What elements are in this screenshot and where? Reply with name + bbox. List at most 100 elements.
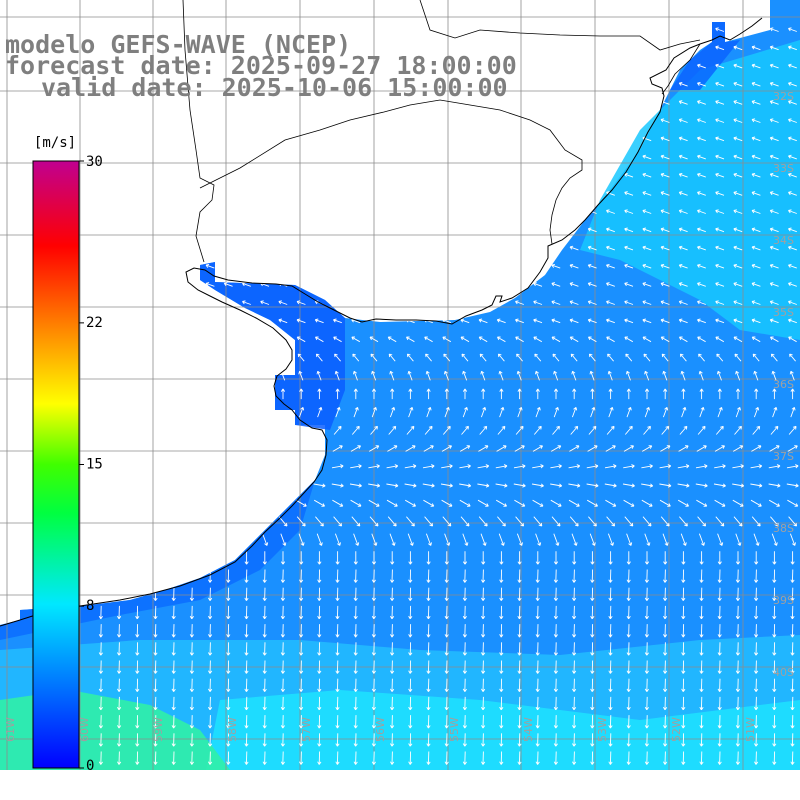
wind-arrow xyxy=(590,406,596,418)
wind-arrow xyxy=(444,551,449,565)
wind-arrow xyxy=(388,353,396,362)
wind-arrow xyxy=(660,516,670,527)
wind-arrow xyxy=(404,499,416,507)
wind-arrow xyxy=(571,370,577,381)
wind-arrow xyxy=(754,733,759,747)
wind-arrow xyxy=(335,605,340,620)
wind-arrow xyxy=(608,751,613,765)
wind-arrow xyxy=(371,751,376,765)
wind-arrow xyxy=(481,388,486,400)
wind-arrow xyxy=(426,715,431,729)
wind-arrow xyxy=(297,353,305,362)
wind-arrow xyxy=(408,551,413,565)
wind-arrow xyxy=(642,516,652,527)
wind-arrow xyxy=(189,605,194,620)
wind-arrow xyxy=(171,696,176,711)
lat-label: 40S xyxy=(773,666,794,679)
wind-arrow xyxy=(735,696,740,711)
wind-arrow xyxy=(553,533,560,546)
wind-arrow xyxy=(189,696,194,711)
wind-arrow xyxy=(335,660,340,674)
wind-arrow xyxy=(788,154,797,160)
wind-arrow xyxy=(515,300,524,305)
wind-arrow xyxy=(695,483,708,488)
wind-arrow xyxy=(244,733,249,747)
wind-arrow xyxy=(553,406,559,418)
wind-arrow xyxy=(424,425,433,435)
wind-arrow xyxy=(699,569,704,583)
wind-arrow xyxy=(750,499,762,507)
wind-arrow xyxy=(681,624,686,638)
wind-arrow xyxy=(353,715,358,729)
wind-arrow xyxy=(299,624,304,638)
wind-arrow xyxy=(208,642,213,656)
wind-arrow xyxy=(572,660,577,674)
wind-arrow xyxy=(98,605,103,620)
wind-arrow xyxy=(478,445,489,452)
wind-arrow xyxy=(624,300,634,305)
wind-arrow xyxy=(208,605,213,620)
wind-arrow xyxy=(495,499,507,507)
wind-arrow xyxy=(386,483,399,488)
wind-arrow xyxy=(423,499,435,507)
wind-arrow xyxy=(153,660,158,674)
wind-arrow xyxy=(788,209,797,214)
wind-arrow xyxy=(513,483,526,488)
wind-arrow xyxy=(477,483,490,488)
wind-arrow xyxy=(698,353,705,362)
wind-arrow xyxy=(459,464,471,469)
wind-arrow xyxy=(641,445,653,452)
wind-arrow xyxy=(189,733,194,747)
wind-arrow xyxy=(443,353,451,362)
wind-arrow xyxy=(389,533,396,546)
wind-arrow xyxy=(262,533,269,546)
wind-arrow xyxy=(205,282,215,287)
wind-arrow xyxy=(208,696,213,711)
wind-arrow xyxy=(408,678,413,692)
wind-arrow xyxy=(404,464,417,469)
wind-arrow xyxy=(532,445,543,452)
wind-arrow xyxy=(98,733,103,747)
wind-arrow xyxy=(317,388,322,400)
lat-label: 37S xyxy=(773,450,794,463)
wind-arrow xyxy=(331,464,344,469)
wind-arrow xyxy=(681,733,686,747)
wind-arrow xyxy=(733,282,743,287)
wind-arrow xyxy=(735,678,740,692)
wind-arrow xyxy=(699,605,704,620)
wind-arrow xyxy=(772,551,777,565)
wind-arrow xyxy=(754,587,759,601)
wind-arrow xyxy=(551,300,561,305)
wind-arrow xyxy=(772,406,778,418)
wind-arrow xyxy=(606,245,615,251)
wind-arrow xyxy=(624,318,634,324)
wind-arrow xyxy=(313,483,326,488)
wind-arrow xyxy=(660,336,670,343)
wind-arrow xyxy=(733,336,743,343)
wind-arrow xyxy=(681,605,686,620)
wind-arrow xyxy=(335,715,340,729)
ocean-shade-darkblue-north xyxy=(670,22,740,90)
wind-arrow xyxy=(788,100,797,105)
wind-arrow xyxy=(368,445,380,452)
wind-arrow xyxy=(280,569,285,583)
wind-arrow xyxy=(697,136,706,142)
wind-arrow xyxy=(733,118,743,123)
wind-arrow xyxy=(678,300,688,305)
wind-arrow xyxy=(715,154,725,160)
wind-arrow xyxy=(607,370,613,381)
wind-arrow xyxy=(371,715,376,729)
lat-label: 32S xyxy=(773,90,794,103)
wind-arrow xyxy=(387,336,397,343)
wind-arrow xyxy=(608,624,613,638)
wind-arrow xyxy=(660,227,670,233)
wind-arrow xyxy=(699,660,704,674)
wind-arrow xyxy=(569,263,579,269)
wind-arrow xyxy=(425,370,431,381)
wind-arrow xyxy=(371,678,376,692)
wind-arrow xyxy=(459,499,471,507)
wind-arrow xyxy=(588,336,597,343)
wind-arrow xyxy=(677,499,689,507)
wind-arrow xyxy=(788,191,797,196)
wind-arrow xyxy=(753,370,759,381)
